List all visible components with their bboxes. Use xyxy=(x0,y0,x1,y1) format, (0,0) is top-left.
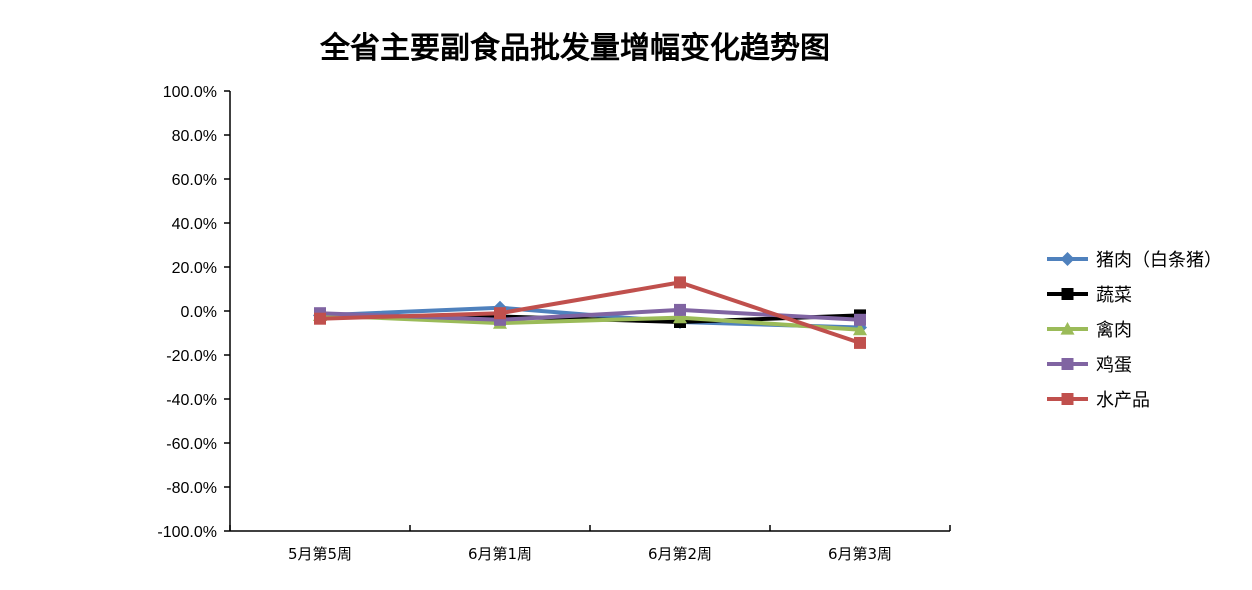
legend-item-1: 蔬菜 xyxy=(1047,285,1132,306)
x-tick-label: 6月第1周 xyxy=(468,545,532,563)
data-point xyxy=(854,313,866,326)
series-line xyxy=(319,313,861,332)
series-4 xyxy=(314,276,866,349)
y-tick-label: 80.0% xyxy=(172,128,217,145)
legend-label: 水产品 xyxy=(1096,390,1150,411)
y-tick-label: -40.0% xyxy=(166,392,217,409)
y-tick-label: 20.0% xyxy=(172,260,217,277)
data-point xyxy=(674,276,686,289)
legend-swatch-marker xyxy=(1061,288,1074,300)
data-point xyxy=(854,336,866,349)
legend-label: 猪肉（白条猪） xyxy=(1096,250,1222,271)
chart-title: 全省主要副食品批发量增幅变化趋势图 xyxy=(319,31,830,66)
data-point xyxy=(853,322,867,336)
data-point xyxy=(494,307,506,320)
legend-swatch-marker xyxy=(1060,322,1075,335)
series-layer xyxy=(313,276,867,349)
axes: 100.0% 80.0% 60.0% 40.0% 20.0% 0.0% -20.0% -40.… xyxy=(157,84,951,563)
legend-item-4: 水产品 xyxy=(1047,390,1150,411)
legend-item-3: 鸡蛋 xyxy=(1047,355,1132,376)
data-point xyxy=(314,312,326,325)
legend-label: 鸡蛋 xyxy=(1096,355,1132,376)
y-tick-label: 40.0% xyxy=(172,216,217,233)
legend-label: 禽肉 xyxy=(1096,320,1132,341)
y-tick-label: -80.0% xyxy=(166,480,217,497)
y-tick-label: 100.0% xyxy=(163,84,217,101)
y-tick-label: 60.0% xyxy=(172,172,217,189)
x-tick-label: 6月第3周 xyxy=(828,545,892,563)
legend-swatch-marker xyxy=(1061,358,1074,370)
y-tick-label: -100.0% xyxy=(157,524,217,541)
legend-item-2: 禽肉 xyxy=(1047,320,1132,341)
x-tick-label: 5月第5周 xyxy=(288,545,352,563)
x-tick-label: 6月第2周 xyxy=(648,545,712,563)
y-tick-label: -20.0% xyxy=(166,348,217,365)
y-tick-label: 0.0% xyxy=(181,304,217,321)
legend-swatch-marker xyxy=(1061,393,1074,405)
data-point xyxy=(673,310,687,324)
series-line xyxy=(319,280,861,345)
y-tick-label: -60.0% xyxy=(166,436,217,453)
legend-label: 蔬菜 xyxy=(1096,285,1132,306)
legend-swatch-marker xyxy=(1060,252,1075,266)
data-point xyxy=(674,303,686,316)
legend-item-0: 猪肉（白条猪） xyxy=(1047,250,1222,271)
